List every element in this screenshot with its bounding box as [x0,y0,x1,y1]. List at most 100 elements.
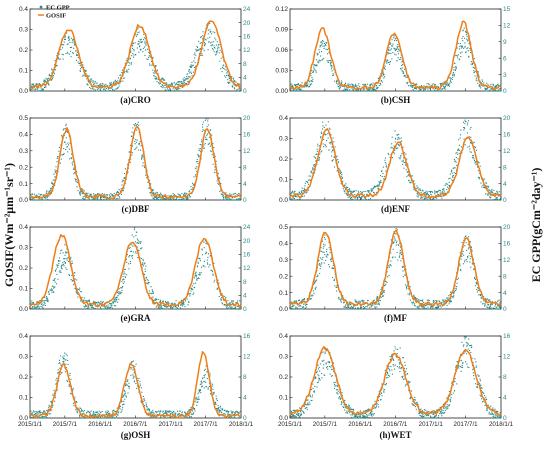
ecgpp-point [51,187,53,189]
ecgpp-point [180,81,182,83]
ecgpp-point [298,88,300,91]
ecgpp-point [97,193,99,195]
ecgpp-point [343,89,345,91]
ecgpp-point [137,43,139,45]
ecgpp-point [162,198,164,200]
ecgpp-point [350,305,352,307]
ecgpp-point [129,62,131,64]
ecgpp-point [402,71,404,73]
ecgpp-point [328,149,330,151]
ecgpp-point [123,172,126,175]
ecgpp-point [375,85,377,87]
ecgpp-point [91,78,93,80]
ecgpp-point [101,193,103,195]
ecgpp-point [386,60,388,62]
ecgpp-point [60,355,62,357]
ecgpp-point [341,175,343,177]
ecgpp-point [155,306,157,308]
ecgpp-point [495,86,497,88]
ecgpp-point [104,86,106,88]
ecgpp-point [416,185,418,187]
ecgpp-point [452,175,454,177]
ecgpp-point [415,187,417,189]
ecgpp-point [314,287,316,289]
ecgpp-point [44,196,46,198]
ecgpp-point [433,301,435,303]
ecgpp-point [135,35,138,37]
ecgpp-point [99,308,101,310]
ecgpp-point [397,53,399,55]
ecgpp-point [72,168,75,170]
ecgpp-point [358,83,360,85]
ecgpp-point [493,198,495,201]
ecgpp-point [299,299,301,301]
ecgpp-point [64,258,66,260]
ecgpp-point [54,169,56,171]
ecgpp-point [159,307,161,309]
ecgpp-point [291,85,294,87]
ecgpp-point [326,251,328,253]
ecgpp-point [209,36,211,38]
ecgpp-point [424,193,426,195]
ecgpp-point [362,191,364,193]
ecgpp-point [65,258,67,260]
ecgpp-point [113,89,116,91]
ecgpp-point [424,90,426,92]
ecgpp-point [349,188,351,190]
ecgpp-point [72,52,74,54]
ecgpp-point [103,90,105,92]
ecgpp-point [63,41,65,43]
left-tick-label: 0.12 [275,6,288,13]
ecgpp-point [122,285,124,287]
ecgpp-point [460,56,462,58]
ecgpp-point [402,276,404,278]
ecgpp-point [110,84,112,86]
ecgpp-point [187,80,189,82]
ecgpp-point [421,304,423,306]
ecgpp-point [357,90,359,92]
gosif-line [29,20,242,90]
ecgpp-point [413,181,415,183]
ecgpp-point [327,48,330,50]
ecgpp-point [51,289,54,291]
ecgpp-point [82,197,84,199]
ecgpp-point [212,273,214,275]
ecgpp-point [310,175,312,177]
ecgpp-point [357,307,359,309]
ecgpp-point [34,414,36,416]
ecgpp-point [35,411,37,413]
ecgpp-point [480,297,482,299]
ecgpp-point [432,199,434,201]
ecgpp-point [213,47,215,49]
ecgpp-point [394,238,396,240]
ecgpp-point [442,195,444,197]
ecgpp-point [67,52,69,54]
ecgpp-point [404,274,406,276]
ecgpp-point [187,78,189,80]
ecgpp-point [434,308,436,310]
ecgpp-point [446,299,448,301]
ecgpp-point [368,89,371,91]
ecgpp-point [88,198,90,200]
ecgpp-point [128,268,130,270]
right-tick-label: 16 [503,241,511,248]
ecgpp-point [82,189,84,191]
ecgpp-point [308,179,310,181]
ecgpp-point [59,270,61,272]
ecgpp-point [141,155,143,157]
ecgpp-point [465,235,467,237]
ecgpp-point [171,83,174,85]
ecgpp-point [171,90,173,92]
ecgpp-point [412,302,414,304]
ecgpp-point [118,298,120,300]
ecgpp-point [71,164,74,166]
ecgpp-point [174,302,176,304]
ecgpp-point [68,274,70,276]
ecgpp-point [239,198,241,200]
ecgpp-point [103,306,106,308]
ecgpp-point [67,359,69,362]
ecgpp-point [58,362,60,365]
ecgpp-point [366,86,368,88]
ecgpp-point [448,295,450,297]
